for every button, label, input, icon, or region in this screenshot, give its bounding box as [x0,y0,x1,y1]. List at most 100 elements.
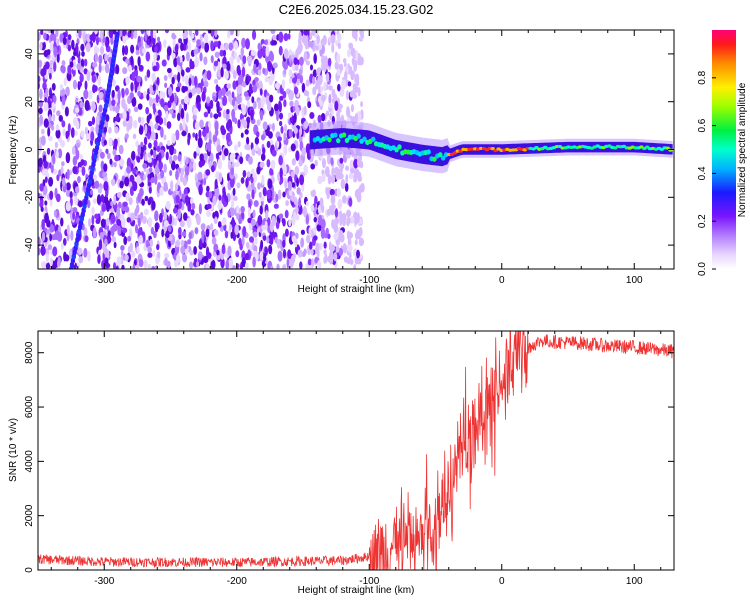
noise-speck [261,45,266,57]
noise-speck [187,136,191,146]
noise-speck [77,200,83,208]
noise-speck [209,99,214,110]
noise-speck [132,263,136,269]
noise-speck [125,76,130,85]
noise-speck [118,144,124,155]
noise-speck [111,99,116,107]
noise-speck [214,120,219,132]
noise-speck [100,194,105,203]
noise-speck [115,265,119,269]
noise-speck [283,48,289,59]
noise-speck [61,120,66,128]
noise-speck [325,110,330,117]
noise-speck [203,56,208,66]
noise-speck [346,106,350,118]
noise-speck [51,102,56,109]
noise-speck [174,93,178,105]
noise-speck [187,203,192,212]
noise-speck [166,121,172,129]
noise-speck [330,204,336,210]
noise-speck [39,88,43,100]
noise-speck [266,236,270,244]
noise-speck [303,51,308,63]
noise-speck [143,136,148,146]
noise-speck [269,235,274,246]
noise-speck [242,169,247,178]
noise-speck [296,187,301,195]
noise-speck [55,129,61,139]
noise-speck [347,81,352,87]
noise-speck [62,238,67,246]
noise-speck [334,100,339,112]
noise-speck [303,35,309,47]
noise-speck [134,65,138,71]
noise-speck [182,119,186,131]
noise-speck [75,120,80,130]
noise-speck [232,70,237,80]
noise-speck [169,144,174,156]
noise-speck [130,189,134,196]
noise-speck [231,98,235,107]
spectrogram-ytick-label: 40 [24,48,35,60]
noise-speck [287,249,292,259]
noise-speck [284,228,289,238]
noise-speck [120,250,124,257]
noise-speck [121,264,125,269]
noise-speck [292,105,296,112]
noise-speck [266,159,271,168]
noise-speck [155,115,161,124]
noise-speck [49,233,53,242]
noise-speck [49,224,55,233]
noise-speck [61,60,66,66]
spectrogram-xtick-label: -100 [359,275,379,286]
noise-speck [165,151,169,161]
noise-speck [278,112,284,120]
noise-speck [126,157,132,169]
noise-speck [193,107,198,116]
noise-speck [173,56,178,68]
noise-speck [339,162,345,170]
noise-speck [312,69,317,78]
noise-speck [218,194,222,201]
noise-speck [83,58,88,67]
noise-speck [259,161,265,168]
noise-speck [251,96,255,104]
noise-speck [269,94,274,103]
noise-speck [356,229,360,236]
noise-speck [196,145,200,154]
noise-speck [138,64,144,71]
noise-speck [80,58,85,69]
noise-speck [293,112,297,124]
noise-speck [309,111,315,119]
noise-speck [212,195,217,206]
noise-speck [295,214,300,221]
noise-speck [111,78,117,87]
signal-core-dot [344,137,350,143]
noise-speck [183,212,188,221]
noise-speck [164,30,170,34]
noise-speck [155,256,159,264]
noise-speck [356,157,362,168]
noise-speck [288,128,293,138]
noise-speck [222,97,226,106]
noise-speck [195,214,201,226]
noise-speck [199,34,203,43]
noise-speck [225,259,230,269]
noise-speck [177,112,181,122]
noise-speck [217,68,221,78]
noise-speck [286,257,290,269]
noise-speck [131,96,137,108]
noise-speck [185,112,189,123]
noise-speck [235,250,240,258]
noise-speck [204,42,210,53]
spectrogram-ylabel: Frequency (Hz) [8,116,19,185]
noise-speck [282,218,286,227]
noise-speck [168,155,173,165]
noise-speck [151,97,157,104]
noise-speck [213,78,219,85]
noise-speck [272,122,275,132]
noise-speck [97,186,103,194]
noise-speck [336,110,341,119]
spectrogram-xtick-label: 100 [626,275,643,286]
